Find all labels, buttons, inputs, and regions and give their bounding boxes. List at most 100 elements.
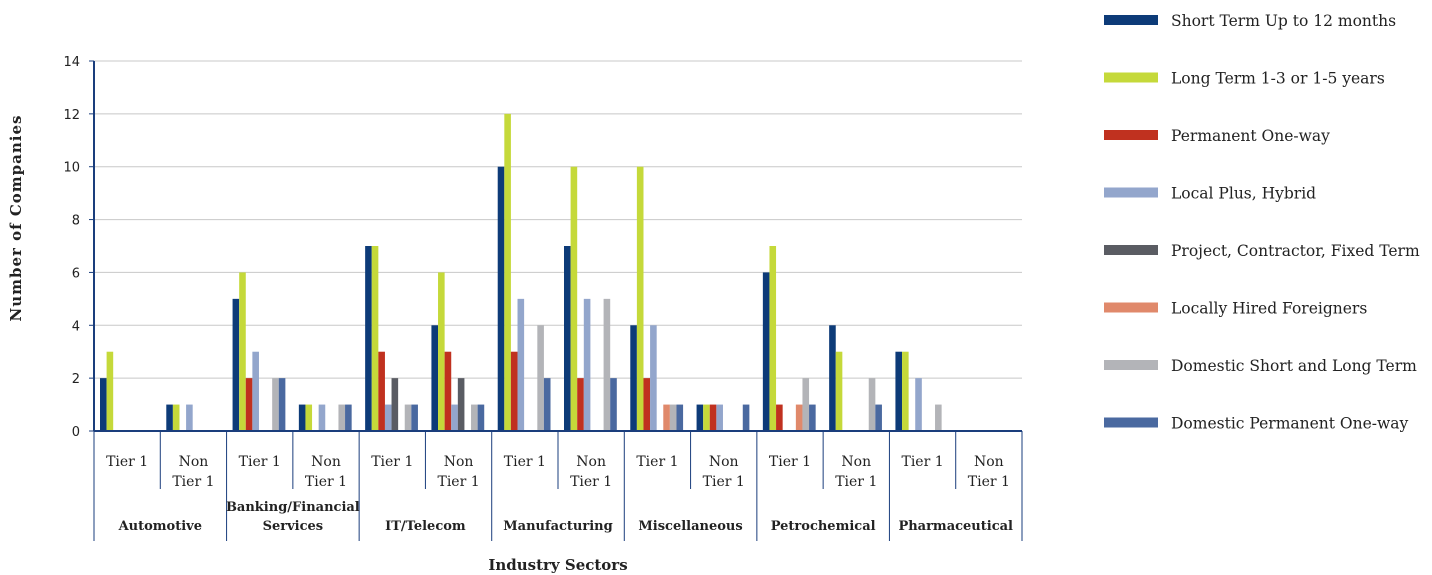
- bar: [543, 378, 551, 431]
- x-group-label: Automotive: [118, 519, 202, 534]
- x-subcategory-label: Tier 1: [703, 474, 745, 490]
- bar: [643, 378, 651, 431]
- x-subcategory-label: Tier 1: [504, 454, 546, 470]
- x-group-label: Banking/Financial: [226, 500, 360, 515]
- bar: [272, 378, 279, 431]
- bar: [497, 166, 505, 431]
- x-group-label: Services: [263, 519, 324, 534]
- x-subcategory-label: Tier 1: [968, 474, 1010, 490]
- x-group-label: Manufacturing: [503, 519, 612, 534]
- bar: [835, 351, 843, 431]
- legend: Short Term Up to 12 months Long Term 1-3 …: [1104, 12, 1420, 433]
- gridlines: [94, 60, 1022, 379]
- legend-swatch: [1104, 15, 1158, 25]
- bar: [451, 404, 458, 431]
- x-group-label: Miscellaneous: [638, 519, 742, 534]
- x-subcategory-label: Tier 1: [239, 454, 281, 470]
- y-tick-label: 2: [72, 372, 80, 387]
- bar: [709, 404, 717, 431]
- bar: [636, 166, 644, 431]
- bar: [365, 246, 372, 431]
- x-subcategory-label: Tier 1: [769, 454, 811, 470]
- x-subcategory-label: Tier 1: [305, 474, 347, 490]
- bar: [318, 404, 326, 431]
- bar: [829, 325, 836, 431]
- y-tick-label: 8: [72, 214, 80, 229]
- bar: [517, 298, 525, 431]
- x-subcategory-label: Tier 1: [570, 474, 612, 490]
- legend-label: Long Term 1-3 or 1-5 years: [1171, 70, 1385, 88]
- bars: [100, 113, 942, 431]
- legend-label: Locally Hired Foreigners: [1171, 300, 1367, 318]
- x-subcategory-label: Non: [444, 454, 474, 470]
- bar: [795, 404, 803, 431]
- legend-label: Domestic Short and Long Term: [1171, 357, 1417, 375]
- x-group-label: Pharmaceutical: [898, 519, 1013, 534]
- legend-label: Permanent One-way: [1171, 127, 1330, 145]
- bar: [278, 378, 286, 431]
- x-axis-title: Industry Sectors: [488, 556, 627, 574]
- bar: [239, 272, 246, 431]
- bar: [384, 404, 392, 431]
- legend-label: Domestic Permanent One-way: [1171, 415, 1409, 433]
- x-subcategory-label: Tier 1: [172, 474, 214, 490]
- bar: [305, 404, 313, 431]
- bar: [703, 404, 710, 431]
- bar: [404, 404, 412, 431]
- legend-swatch: [1104, 187, 1158, 198]
- bar: [650, 325, 657, 431]
- legend-swatch: [1104, 72, 1158, 83]
- x-subcategory-label: Tier 1: [901, 454, 943, 470]
- x-subcategory-label: Non: [179, 454, 209, 470]
- bar: [245, 378, 253, 431]
- legend-swatch: [1104, 360, 1158, 370]
- x-subcategory-label: Non: [841, 454, 871, 470]
- y-tick-label: 12: [63, 108, 80, 123]
- x-subcategory-label: Non: [576, 454, 606, 470]
- bar: [172, 404, 180, 431]
- x-group-label: Petrochemical: [771, 519, 876, 534]
- bar: [298, 404, 306, 431]
- x-subcategory-label: Non: [311, 454, 341, 470]
- bar: [742, 404, 750, 431]
- x-subcategory-label: Tier 1: [636, 454, 678, 470]
- x-subcategory-label: Tier 1: [835, 474, 877, 490]
- legend-swatch: [1104, 130, 1158, 140]
- bar: [762, 272, 770, 431]
- bar: [166, 404, 173, 431]
- bar: [915, 378, 922, 431]
- legend-swatch: [1104, 302, 1158, 313]
- legend-label: Project, Contractor, Fixed Term: [1171, 242, 1420, 260]
- bar: [537, 325, 544, 431]
- bar: [391, 378, 399, 431]
- legend-swatch: [1104, 245, 1158, 255]
- bar: [411, 404, 418, 431]
- bar: [875, 404, 882, 431]
- y-tick-label: 0: [72, 425, 80, 440]
- bar: [776, 404, 783, 431]
- bar: [378, 351, 385, 431]
- legend-swatch: [1104, 417, 1158, 428]
- bar: [696, 404, 704, 431]
- bar: [471, 404, 478, 431]
- bar: [583, 298, 591, 431]
- bar: [769, 246, 777, 431]
- bar: [895, 351, 903, 431]
- bar: [106, 351, 114, 431]
- y-tick-label: 10: [63, 161, 80, 176]
- bar: [510, 351, 518, 431]
- x-subcategory-label: Non: [709, 454, 739, 470]
- bar: [809, 404, 816, 431]
- bar: [438, 272, 445, 431]
- bar: [252, 351, 259, 431]
- legend-label: Local Plus, Hybrid: [1171, 185, 1316, 203]
- bar: [345, 404, 352, 431]
- bar: [676, 404, 684, 431]
- bar: [603, 298, 611, 431]
- x-category-labels: Tier 1 Non Tier 1 Automotive Tier 1 Non Tier 1…: [106, 454, 1013, 534]
- bar: [630, 325, 637, 431]
- y-tick-label: 4: [72, 319, 80, 334]
- bar: [100, 378, 107, 431]
- x-subcategory-label: Tier 1: [371, 454, 413, 470]
